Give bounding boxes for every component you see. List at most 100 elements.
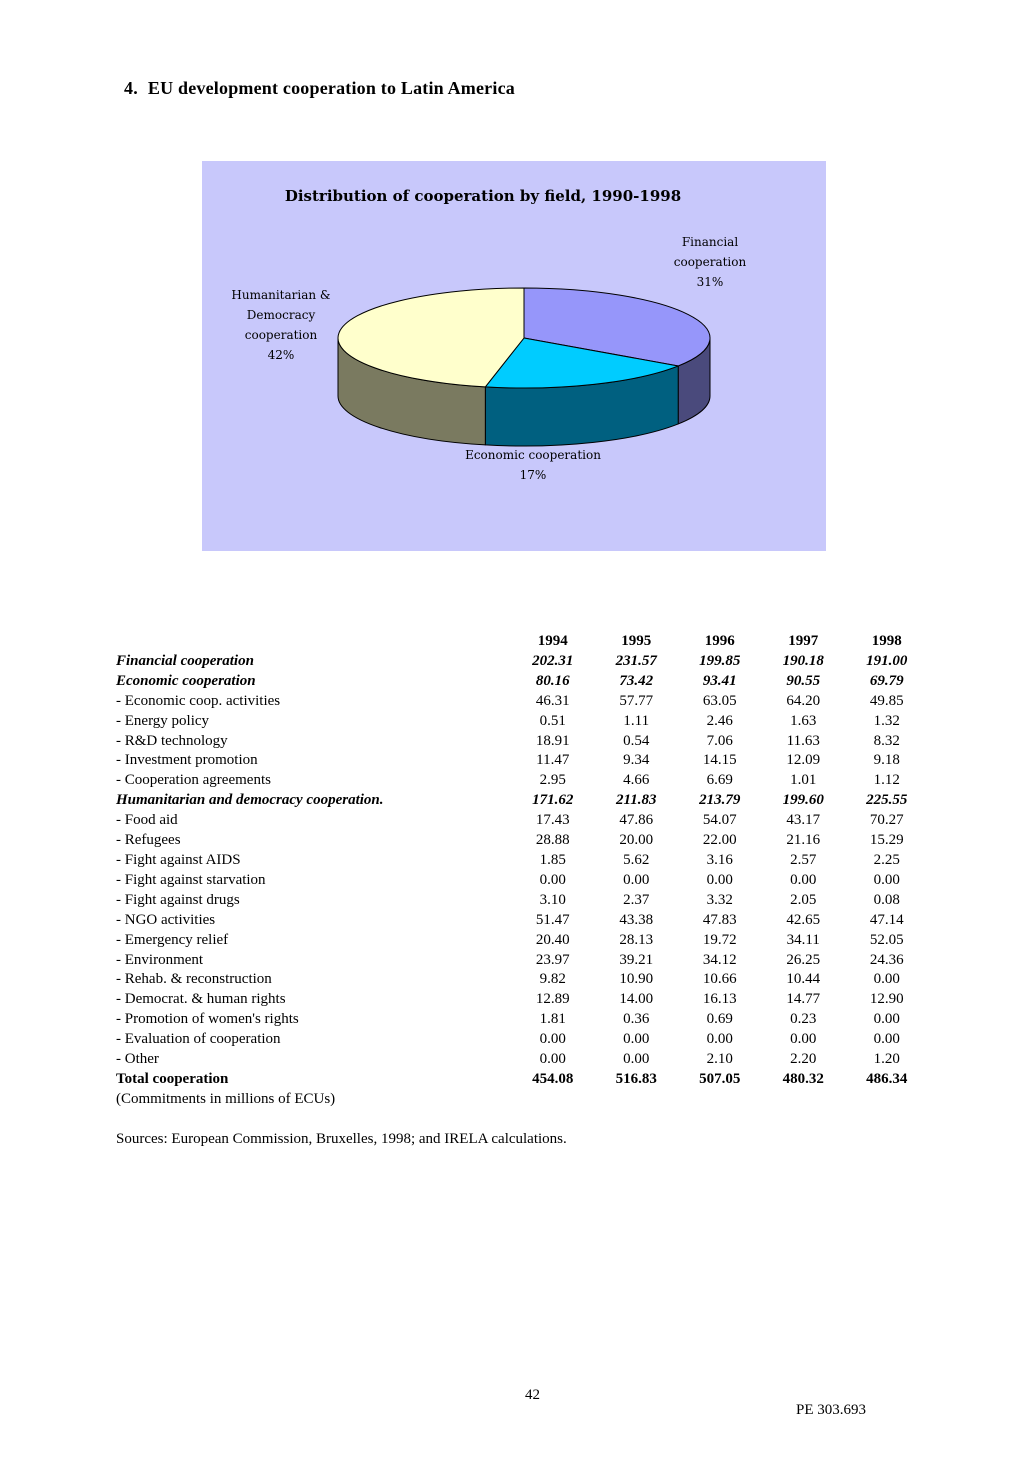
table-cell: 7.06 [706, 732, 733, 749]
table-cell: 70.27 [869, 812, 904, 829]
table-cell: 12.09 [786, 752, 821, 769]
table-cell: 171.62 [532, 792, 574, 809]
table-cell: 47.14 [869, 911, 904, 928]
table-cell: 21.16 [786, 832, 821, 849]
table-row: - Emergency relief 20.40 28.13 19.72 34.11 52… [114, 931, 929, 951]
table-cell: 12.90 [869, 991, 904, 1008]
table-cell: 0.23 [790, 1011, 817, 1028]
chart-title: Distribution of cooperation by field, 19… [285, 187, 681, 205]
table-cell: 57.77 [619, 692, 654, 709]
page-number: 42 [525, 1387, 540, 1403]
table-cell: 199.85 [699, 652, 741, 669]
table-cell: 199.60 [782, 792, 824, 809]
pie-slice-1 [484, 337, 681, 389]
table-cell: 1.81 [539, 1011, 566, 1028]
table-row: - Food aid 17.43 47.86 54.07 43.17 70.27 [114, 811, 929, 831]
table-cell: 49.85 [869, 692, 904, 709]
table-cell: 26.25 [786, 951, 821, 968]
table-row: Humanitarian and democracy cooperation. 1… [114, 791, 929, 811]
table-cell: 0.00 [623, 1051, 650, 1068]
table-cell: 486.34 [866, 1070, 908, 1087]
table-cell: 2.10 [706, 1051, 733, 1068]
table-cell: 3.16 [706, 851, 733, 868]
row-label: - Fight against drugs [116, 891, 240, 908]
table-row: - Fight against drugs 3.10 2.37 3.32 2.05 0.0… [114, 891, 929, 911]
row-label: - R&D technology [116, 732, 228, 749]
pie-slice-2 [337, 287, 525, 388]
slice-label-line: cooperation [674, 255, 747, 269]
table-cell: 52.05 [869, 931, 904, 948]
table-cell: 0.00 [790, 1031, 817, 1048]
table-cell: 0.69 [706, 1011, 733, 1028]
table-cell: 0.54 [623, 732, 650, 749]
row-label: - Cooperation agreements [116, 772, 271, 789]
slice-label-2: Humanitarian & Democracy cooperation 42% [231, 288, 331, 362]
table-cell: 231.57 [615, 652, 657, 669]
sources-note: Sources: European Commission, Bruxelles,… [116, 1131, 567, 1147]
table-cell: 20.40 [535, 931, 570, 948]
slice-label-1: Economic cooperation 17% [465, 448, 601, 482]
row-label: Total cooperation [116, 1070, 229, 1087]
table-cell: 43.17 [786, 812, 821, 829]
table-cell: 2.20 [790, 1051, 817, 1068]
row-label: - Investment promotion [116, 752, 258, 769]
cooperation-table: 1994 1995 1996 1997 1998 Financial cooperatio… [114, 632, 929, 1090]
table-cell: 12.89 [535, 991, 570, 1008]
table-cell: 0.00 [623, 871, 650, 888]
section-heading: 4. EU development cooperation to Latin Am… [124, 78, 515, 99]
row-label: - Environment [116, 951, 204, 968]
table-cell: 480.32 [782, 1070, 824, 1087]
year-header: 1995 [621, 633, 652, 649]
table-cell: 28.13 [619, 931, 654, 948]
table-cell: 17.43 [535, 812, 570, 829]
table-cell: 34.12 [702, 951, 737, 968]
table-cell: 73.42 [619, 672, 654, 689]
row-label: - NGO activities [116, 911, 216, 928]
table-row: - Energy policy 0.51 1.11 2.46 1.63 1.32 [114, 712, 929, 732]
table-cell: 3.10 [539, 891, 566, 908]
table-cell: 42.65 [786, 911, 821, 928]
pie-chart: Distribution of cooperation by field, 19… [202, 161, 826, 551]
table-cell: 90.55 [786, 672, 821, 689]
table-row: Financial cooperation 202.31 231.57 199.85 1… [114, 652, 929, 672]
table-cell: 213.79 [699, 792, 741, 809]
table-cell: 15.29 [869, 832, 904, 849]
table-cell: 1.20 [873, 1051, 900, 1068]
table-cell: 34.11 [786, 931, 820, 948]
slice-label-line: Economic cooperation [465, 448, 601, 462]
slice-label-line: Humanitarian & [231, 288, 331, 302]
row-label: Humanitarian and democracy cooperation. [116, 792, 384, 809]
table-row: - Rehab. & reconstruction 9.82 10.90 10.66 1… [114, 970, 929, 990]
section-number: 4. [124, 78, 138, 98]
table-cell: 0.00 [873, 871, 900, 888]
row-label: - Democrat. & human rights [116, 991, 286, 1008]
table-cell: 14.00 [619, 991, 654, 1008]
table-cell: 80.16 [535, 672, 570, 689]
table-cell: 5.62 [623, 851, 650, 868]
table-row: Economic cooperation 80.16 73.42 93.41 90.55… [114, 672, 929, 692]
year-header: 1996 [704, 633, 735, 649]
table-cell: 23.97 [535, 951, 570, 968]
table-cell: 22.00 [702, 832, 737, 849]
row-label: - Fight against AIDS [116, 851, 241, 868]
slice-label-line: 17% [520, 468, 547, 482]
slice-label-line: 31% [697, 275, 724, 289]
table-cell: 0.00 [873, 1011, 900, 1028]
table-cell: 8.32 [873, 732, 900, 749]
table-cell: 19.72 [702, 931, 737, 948]
table-cell: 11.63 [786, 732, 820, 749]
header-blank-cell [114, 632, 511, 652]
table-row: - Refugees 28.88 20.00 22.00 21.16 15.29 [114, 831, 929, 851]
table-cell: 11.47 [536, 752, 570, 769]
table-cell: 9.82 [539, 971, 566, 988]
table-cell: 4.66 [623, 772, 650, 789]
table-cell: 211.83 [616, 792, 657, 809]
table-cell: 10.44 [786, 971, 821, 988]
row-label: - Evaluation of cooperation [116, 1031, 281, 1048]
row-label: Financial cooperation [116, 652, 254, 669]
table-cell: 1.01 [790, 772, 817, 789]
row-label: - Refugees [116, 832, 181, 849]
slice-label-line: Democracy [247, 308, 316, 322]
table-cell: 0.00 [539, 1031, 566, 1048]
table-cell: 2.95 [539, 772, 566, 789]
